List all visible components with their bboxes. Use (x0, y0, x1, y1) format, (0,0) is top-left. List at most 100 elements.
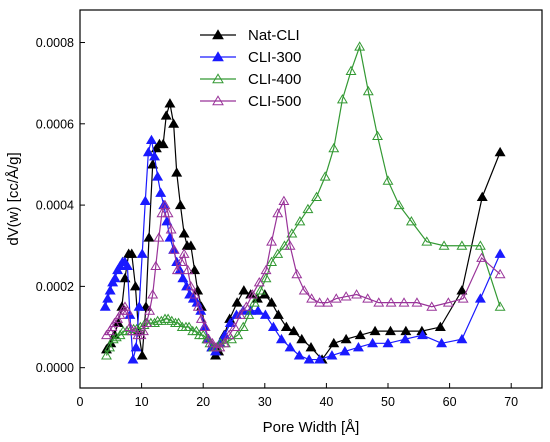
data-point (99, 301, 111, 311)
data-point (253, 276, 265, 287)
data-point (284, 341, 296, 352)
data-point (252, 305, 264, 315)
data-point (248, 297, 260, 307)
x-axis-title: Pore Width [Å] (263, 419, 360, 436)
data-point (330, 293, 342, 303)
data-point (340, 333, 352, 344)
data-point (255, 285, 266, 295)
legend: Nat-CLI CLI-300 CLI-400 CLI-500 (200, 27, 301, 110)
data-point (177, 272, 189, 283)
data-point (102, 293, 114, 303)
data-point (351, 289, 363, 299)
data-point (247, 289, 258, 299)
data-point (399, 333, 411, 344)
data-point (159, 199, 171, 210)
data-point (436, 337, 448, 348)
y-tick-label: 0.0006 (36, 117, 74, 131)
legend-label: CLI-500 (248, 93, 301, 110)
data-point (203, 333, 215, 344)
data-point (155, 315, 167, 325)
legend-item: Nat-CLI (200, 27, 300, 44)
data-point (405, 215, 417, 226)
data-point (206, 337, 218, 348)
data-point (328, 142, 340, 153)
data-point (319, 171, 331, 181)
y-tick-label: 0.0004 (36, 199, 74, 213)
data-point (457, 293, 469, 303)
data-point (456, 333, 468, 344)
data-point (266, 256, 278, 266)
data-point (185, 281, 197, 291)
data-point (136, 350, 148, 360)
x-tick-label: 0 (77, 395, 84, 409)
data-point (367, 337, 379, 348)
data-point (260, 272, 272, 283)
data-point (382, 175, 394, 185)
data-point (314, 297, 326, 307)
data-point (494, 146, 506, 157)
data-point (104, 285, 116, 295)
data-point (182, 264, 194, 275)
legend-item: CLI-400 (200, 71, 301, 88)
data-point (150, 260, 162, 271)
data-point (175, 256, 187, 266)
data-point (197, 329, 209, 340)
data-point (322, 297, 334, 307)
data-point (238, 285, 250, 295)
data-point (328, 337, 340, 348)
data-point (291, 268, 303, 279)
series-group (99, 41, 506, 364)
data-point (278, 195, 290, 206)
data-point (442, 297, 454, 307)
legend-marker (212, 51, 224, 62)
data-point (195, 313, 207, 323)
data-point (494, 301, 506, 311)
data-point (232, 329, 244, 340)
y-tick-label: 0.0002 (36, 280, 74, 294)
data-point (160, 110, 172, 120)
y-axis-title: dV(w) [cc/Å/g] (5, 152, 22, 245)
data-point (494, 268, 506, 279)
data-point (354, 329, 366, 340)
data-point (302, 203, 314, 214)
data-point (119, 272, 131, 283)
data-point (136, 248, 148, 258)
data-point (164, 98, 176, 108)
data-point (133, 301, 145, 311)
data-point (362, 85, 374, 96)
data-point (336, 94, 348, 104)
data-point (126, 248, 138, 258)
data-point (189, 289, 201, 299)
data-point (314, 354, 326, 364)
data-point (149, 317, 161, 327)
legend-label: CLI-400 (248, 71, 301, 88)
data-point (272, 309, 284, 319)
data-point (272, 248, 284, 258)
data-point (260, 264, 272, 275)
data-point (284, 240, 296, 250)
data-point (174, 199, 186, 210)
data-point (157, 138, 169, 149)
legend-marker (212, 29, 224, 40)
data-point (183, 321, 195, 332)
data-point (129, 281, 141, 291)
data-point (369, 325, 381, 336)
data-point (288, 325, 300, 336)
data-point (266, 297, 278, 307)
data-point (101, 350, 112, 360)
data-point (144, 305, 156, 315)
data-point (110, 331, 122, 342)
data-point (149, 150, 161, 161)
data-point (189, 264, 201, 275)
data-point (339, 346, 351, 356)
data-point (372, 130, 383, 140)
x-tick-label: 60 (443, 395, 457, 409)
data-point (267, 321, 279, 332)
data-point (171, 167, 183, 177)
data-point (272, 207, 284, 218)
data-point (494, 248, 506, 258)
data-point (147, 159, 159, 169)
data-point (340, 291, 352, 301)
plot-frame (79, 9, 543, 389)
